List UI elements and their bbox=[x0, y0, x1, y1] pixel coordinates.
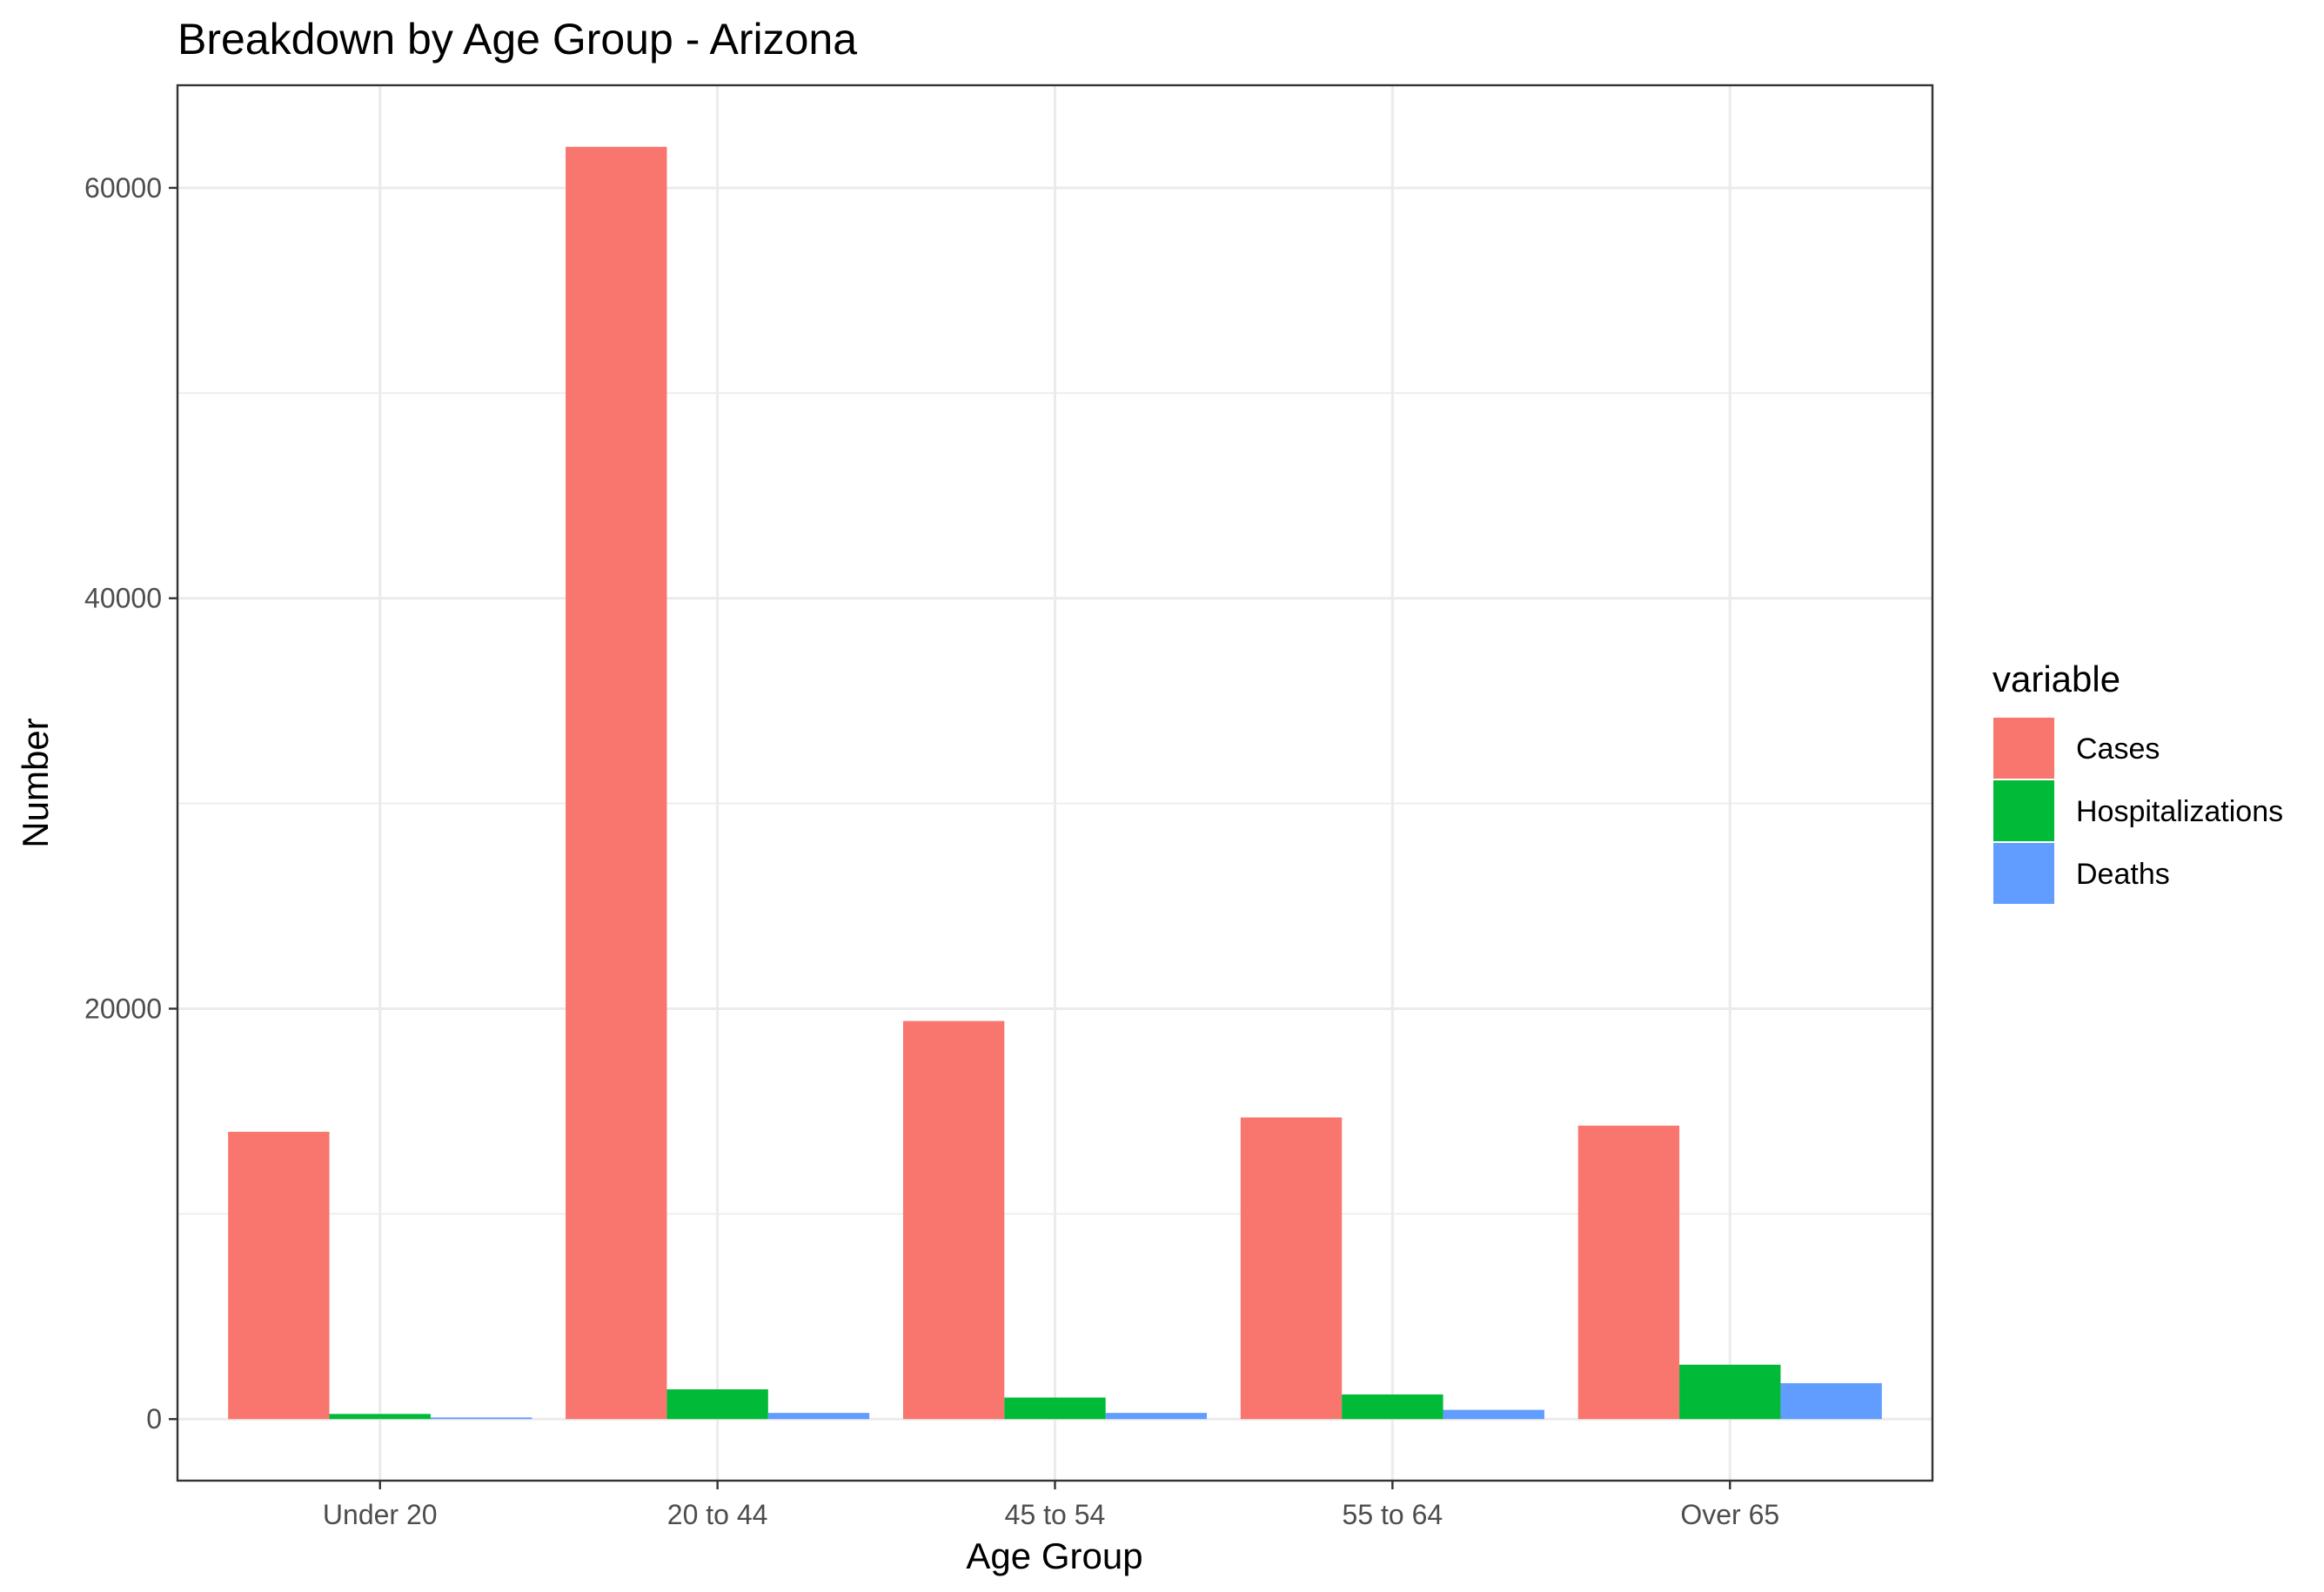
bar-cases-1 bbox=[566, 146, 667, 1420]
y-axis-title: Number bbox=[15, 718, 56, 847]
y-axis: 0 20000 40000 60000 bbox=[84, 172, 177, 1435]
bar-cases-4 bbox=[1577, 1125, 1680, 1420]
y-tick-label: 20000 bbox=[84, 993, 162, 1024]
bar-hospitalizations-2 bbox=[1004, 1397, 1106, 1420]
legend-key-cases bbox=[1992, 716, 2056, 780]
legend-label-hospitalizations: Hospitalizations bbox=[2076, 795, 2283, 828]
y-tick-label: 0 bbox=[146, 1403, 162, 1435]
x-tick-label: Under 20 bbox=[323, 1499, 438, 1530]
x-tick-label: 55 to 64 bbox=[1343, 1499, 1443, 1530]
legend-label-cases: Cases bbox=[2076, 732, 2160, 766]
legend-title: variable bbox=[1992, 659, 2120, 699]
bars bbox=[228, 146, 1882, 1420]
bar-hospitalizations-3 bbox=[1342, 1394, 1443, 1420]
legend-label-deaths: Deaths bbox=[2076, 858, 2170, 891]
y-tick-label: 40000 bbox=[84, 583, 162, 614]
bar-deaths-1 bbox=[767, 1413, 870, 1420]
bar-deaths-4 bbox=[1780, 1382, 1882, 1420]
bar-cases-2 bbox=[902, 1020, 1005, 1420]
chart-title: Breakdown by Age Group - Arizona bbox=[177, 15, 857, 64]
bar-hospitalizations-4 bbox=[1679, 1364, 1781, 1420]
bar-cases-3 bbox=[1240, 1117, 1343, 1420]
x-tick-label: 20 to 44 bbox=[667, 1499, 768, 1530]
bar-cases-0 bbox=[228, 1132, 330, 1420]
bar-hospitalizations-0 bbox=[329, 1414, 431, 1420]
legend-key-deaths bbox=[1992, 841, 2056, 906]
x-axis: Under 20 20 to 44 45 to 54 55 to 64 Over 65 bbox=[323, 1481, 1779, 1530]
legend: variable Cases Hospitalizations Deaths bbox=[1992, 659, 2283, 906]
y-tick-label: 60000 bbox=[84, 172, 162, 204]
x-tick-label: 45 to 54 bbox=[1005, 1499, 1106, 1530]
x-axis-title: Age Group bbox=[966, 1535, 1142, 1576]
bar-deaths-2 bbox=[1105, 1413, 1208, 1420]
bar-deaths-0 bbox=[430, 1417, 532, 1420]
bar-deaths-3 bbox=[1443, 1409, 1544, 1420]
bar-hospitalizations-1 bbox=[666, 1389, 768, 1420]
x-tick-label: Over 65 bbox=[1680, 1499, 1779, 1530]
legend-key-hospitalizations bbox=[1992, 779, 2056, 843]
